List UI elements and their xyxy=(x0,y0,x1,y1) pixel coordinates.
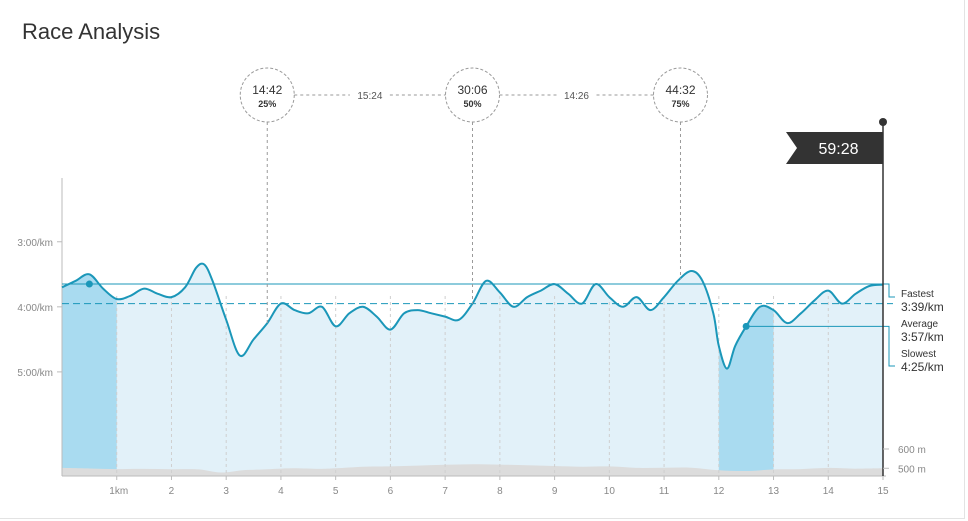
x-tick-label-8: 8 xyxy=(497,486,503,497)
page-title: Race Analysis xyxy=(22,19,161,44)
finish-time: 59:28 xyxy=(818,141,858,158)
x-tick-label-3: 3 xyxy=(223,486,229,497)
x-tick-label-4: 4 xyxy=(278,486,284,497)
split-percent-3: 75% xyxy=(671,99,689,109)
split-interval-1: 15:24 xyxy=(357,91,382,102)
split-interval-2: 14:26 xyxy=(564,91,589,102)
x-tick-label-2: 2 xyxy=(169,486,175,497)
average-value: 3:57/km xyxy=(901,330,944,344)
split-time-2: 30:06 xyxy=(457,83,487,97)
fastest-connector xyxy=(883,283,895,298)
finish-flag xyxy=(786,132,883,164)
split-percent-2: 50% xyxy=(463,99,481,109)
elevation-label-2: 500 m xyxy=(898,464,926,475)
split-percent-1: 25% xyxy=(258,99,276,109)
x-tick-label-1: 1km xyxy=(109,486,128,497)
slowest-marker xyxy=(742,322,750,330)
y-tick-label-3: 3:00/km xyxy=(17,238,53,249)
x-tick-label-13: 13 xyxy=(768,486,780,497)
slowest-value: 4:25/km xyxy=(901,360,944,374)
split-time-3: 44:32 xyxy=(665,83,695,97)
x-tick-label-14: 14 xyxy=(823,486,835,497)
split-time-1: 14:42 xyxy=(252,83,282,97)
fastest-label: Fastest xyxy=(901,289,934,300)
slowest-connector xyxy=(883,325,895,367)
x-tick-label-5: 5 xyxy=(333,486,339,497)
y-tick-label-4: 4:00/km xyxy=(17,303,53,314)
fastest-marker xyxy=(85,280,93,288)
finish-pole-knob xyxy=(879,118,887,126)
slowest-label: Slowest xyxy=(901,349,936,360)
highlight-segment-1 xyxy=(62,263,117,476)
pace-area-fill xyxy=(62,263,883,476)
y-tick-label-5: 5:00/km xyxy=(17,368,53,379)
x-tick-label-15: 15 xyxy=(877,486,889,497)
x-tick-label-10: 10 xyxy=(604,486,616,497)
average-label: Average xyxy=(901,319,939,330)
x-tick-label-7: 7 xyxy=(442,486,448,497)
fastest-value: 3:39/km xyxy=(901,300,944,314)
x-tick-label-6: 6 xyxy=(388,486,394,497)
x-tick-label-12: 12 xyxy=(713,486,725,497)
x-tick-label-9: 9 xyxy=(552,486,558,497)
x-tick-label-11: 11 xyxy=(659,486,670,497)
elevation-profile xyxy=(62,464,883,476)
elevation-label-1: 600 m xyxy=(898,445,926,456)
split-circle-3 xyxy=(652,67,708,123)
pace-line xyxy=(61,262,884,370)
